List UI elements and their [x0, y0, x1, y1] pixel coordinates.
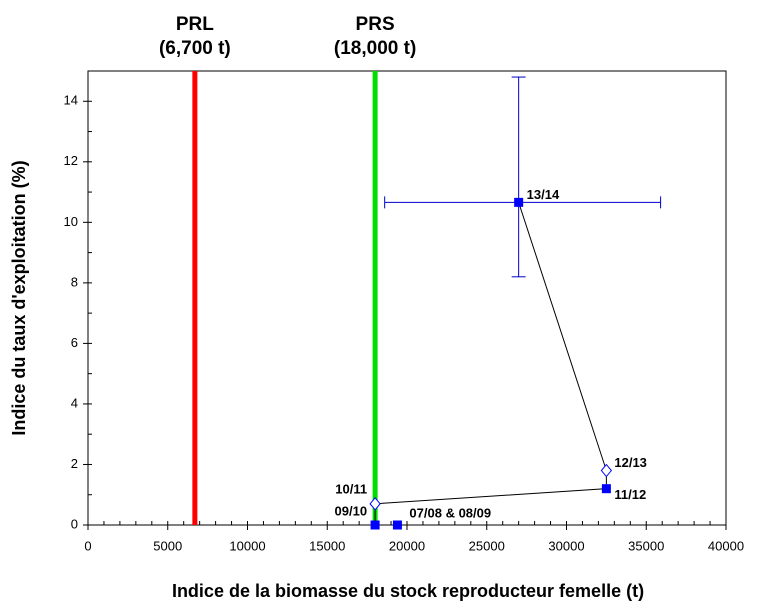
y-tick-label: 4 — [71, 395, 78, 410]
point-marker — [601, 484, 611, 494]
point-marker — [514, 197, 524, 207]
threshold-label: PRS — [356, 14, 395, 35]
x-tick-label: 0 — [84, 538, 91, 553]
point-label: 09/10 — [335, 503, 368, 518]
threshold-label: (18,000 t) — [334, 38, 416, 59]
point-marker — [600, 463, 613, 478]
y-axis-title: Indice du taux d'exploitation (%) — [9, 160, 29, 435]
point-label: 07/08 & 08/09 — [409, 505, 491, 520]
point-label: 10/11 — [335, 481, 367, 496]
point-label: 12/13 — [614, 455, 647, 470]
y-tick-label: 2 — [71, 456, 78, 471]
x-tick-label: 20000 — [389, 538, 425, 553]
point-marker — [392, 520, 402, 530]
x-tick-label: 15000 — [309, 538, 345, 553]
y-tick-label: 0 — [71, 516, 78, 531]
point-label: 11/12 — [614, 487, 646, 502]
y-tick-label: 6 — [71, 335, 78, 350]
point-marker — [369, 497, 381, 511]
y-tick-label: 10 — [64, 214, 78, 229]
x-tick-label: 10000 — [229, 538, 265, 553]
x-tick-label: 40000 — [708, 538, 744, 553]
x-tick-label: 5000 — [153, 538, 182, 553]
y-tick-label: 14 — [64, 93, 78, 108]
point-label: 13/14 — [527, 187, 560, 202]
x-tick-label: 35000 — [628, 538, 664, 553]
x-tick-label: 30000 — [548, 538, 584, 553]
x-tick-label: 25000 — [469, 538, 505, 553]
series-line — [374, 202, 607, 526]
x-axis-title: Indice de la biomasse du stock reproduct… — [172, 581, 644, 601]
y-tick-label: 12 — [64, 153, 78, 168]
y-tick-label: 8 — [71, 274, 78, 289]
threshold-label: (6,700 t) — [159, 38, 231, 59]
threshold-label: PRL — [176, 14, 214, 35]
point-marker — [370, 520, 380, 530]
